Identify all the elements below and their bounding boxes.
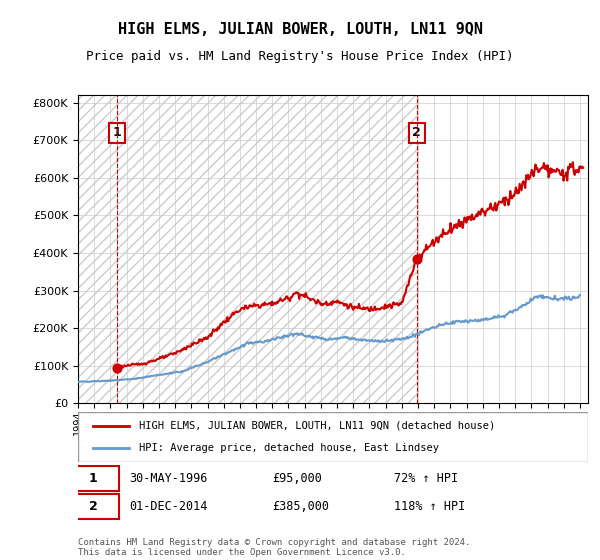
Bar <box>117 95 417 403</box>
Point <box>412 254 422 263</box>
Text: 1: 1 <box>113 126 121 139</box>
Text: 72% ↑ HPI: 72% ↑ HPI <box>394 472 458 486</box>
Text: HIGH ELMS, JULIAN BOWER, LOUTH, LN11 9QN: HIGH ELMS, JULIAN BOWER, LOUTH, LN11 9QN <box>118 22 482 38</box>
Bar <box>78 95 117 403</box>
FancyBboxPatch shape <box>68 466 119 491</box>
Bar <box>78 95 117 403</box>
Text: £95,000: £95,000 <box>272 472 322 486</box>
Text: 2: 2 <box>412 126 421 139</box>
Text: 30-MAY-1996: 30-MAY-1996 <box>129 472 208 486</box>
FancyBboxPatch shape <box>78 412 588 462</box>
Text: HPI: Average price, detached house, East Lindsey: HPI: Average price, detached house, East… <box>139 443 439 453</box>
Text: 118% ↑ HPI: 118% ↑ HPI <box>394 500 466 514</box>
Bar <box>117 95 417 403</box>
Point <box>112 363 122 372</box>
Text: 2: 2 <box>89 500 98 514</box>
Text: 1: 1 <box>89 472 98 486</box>
Text: 01-DEC-2014: 01-DEC-2014 <box>129 500 208 514</box>
FancyBboxPatch shape <box>68 494 119 519</box>
Text: Contains HM Land Registry data © Crown copyright and database right 2024.
This d: Contains HM Land Registry data © Crown c… <box>78 538 470 557</box>
Text: Price paid vs. HM Land Registry's House Price Index (HPI): Price paid vs. HM Land Registry's House … <box>86 50 514 63</box>
Text: HIGH ELMS, JULIAN BOWER, LOUTH, LN11 9QN (detached house): HIGH ELMS, JULIAN BOWER, LOUTH, LN11 9QN… <box>139 421 496 431</box>
Text: £385,000: £385,000 <box>272 500 329 514</box>
